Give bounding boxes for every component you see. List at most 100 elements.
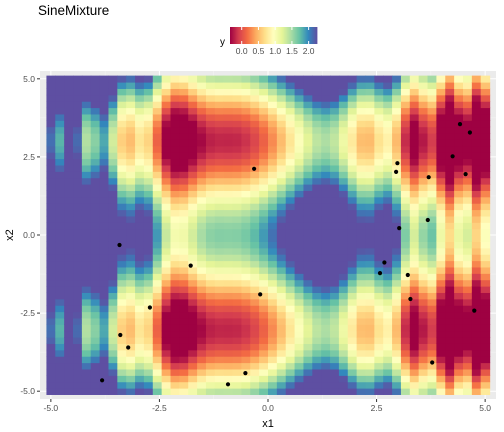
heat-tile: [241, 273, 251, 281]
heat-tile: [108, 228, 118, 236]
heat-tile: [471, 94, 482, 102]
heat-tile: [383, 113, 393, 121]
heat-tile: [436, 362, 446, 370]
heat-tile: [205, 349, 216, 357]
heat-tile: [126, 286, 136, 293]
heat-tile: [330, 273, 340, 281]
heat-tile: [312, 311, 322, 319]
heat-tile: [143, 126, 154, 134]
heat-tile: [81, 113, 92, 121]
heat-tile: [436, 254, 446, 262]
heat-tile: [64, 273, 74, 281]
heat-tile: [99, 126, 110, 134]
heat-tile: [365, 133, 375, 140]
legend-swatch: [253, 27, 256, 44]
heat-tile: [179, 356, 189, 364]
heat-tile: [108, 222, 118, 230]
heat-tile: [152, 337, 163, 344]
heat-tile: [73, 356, 83, 364]
heat-tile: [462, 107, 473, 115]
heat-tile: [454, 368, 464, 376]
heat-tile: [46, 107, 56, 115]
heat-tile: [480, 133, 491, 140]
heat-tile: [294, 273, 305, 281]
heat-tile: [400, 215, 411, 223]
heat-tile: [338, 209, 349, 217]
heat-tile: [73, 324, 83, 332]
heat-tile: [268, 362, 278, 370]
heat-tile: [170, 113, 180, 121]
heat-tile: [454, 235, 464, 242]
heat-tile: [179, 247, 189, 255]
legend-tick-label: 0.0: [236, 46, 248, 56]
heat-tile: [152, 388, 163, 395]
heat-tile: [268, 273, 278, 281]
heat-tile: [276, 273, 287, 281]
heat-tile: [108, 375, 118, 383]
heat-tile: [409, 375, 420, 383]
heat-tile: [276, 196, 287, 204]
heat-tile: [445, 254, 455, 262]
heat-tile: [99, 164, 110, 172]
heat-tile: [268, 356, 278, 364]
heat-tile: [205, 82, 216, 89]
heat-tile: [321, 133, 331, 140]
heat-tile: [170, 101, 180, 109]
heat-tile: [276, 75, 287, 83]
heat-tile: [46, 330, 56, 338]
heat-tile: [259, 94, 269, 102]
heat-tile: [135, 241, 145, 249]
legend: y 0.0 0.5 1.0 1.5 2.0: [220, 27, 318, 56]
heat-tile: [73, 203, 83, 211]
heat-tile: [312, 381, 322, 389]
heat-tile: [347, 317, 358, 325]
heat-tile: [347, 82, 358, 89]
legend-swatch: [262, 27, 265, 44]
heat-tile: [170, 177, 180, 185]
heat-tile: [135, 145, 145, 153]
heat-tile: [294, 228, 305, 236]
heat-tile: [268, 196, 278, 204]
heat-tile: [64, 203, 74, 211]
heat-tile: [214, 228, 225, 236]
heat-tile: [356, 305, 367, 313]
heat-tile: [400, 292, 411, 300]
heat-tile: [170, 158, 180, 166]
heat-tile: [347, 158, 358, 166]
heat-tile: [64, 254, 74, 262]
heat-tile: [81, 235, 92, 242]
heat-tile: [117, 120, 127, 128]
y-tick-label: -2.5: [20, 308, 35, 318]
heat-tile: [436, 241, 446, 249]
heat-tile: [188, 273, 198, 281]
heat-tile: [383, 305, 393, 313]
heat-tile: [205, 190, 216, 198]
heat-tile: [46, 88, 56, 96]
data-point: [118, 332, 123, 338]
heat-tile: [170, 120, 180, 128]
heat-tile: [312, 292, 322, 300]
heat-tile: [135, 107, 145, 115]
heat-tile: [321, 171, 331, 179]
heat-tile: [214, 203, 225, 211]
heat-tile: [365, 177, 375, 185]
heat-tile: [321, 177, 331, 185]
heat-tile: [205, 228, 216, 236]
heat-tile: [294, 298, 305, 306]
heat-tile: [409, 368, 420, 376]
heat-tile: [285, 139, 296, 147]
heat-tile: [73, 381, 83, 389]
legend-swatch: [264, 27, 267, 44]
heat-tile: [427, 343, 437, 351]
legend-swatch: [238, 27, 241, 44]
heat-tile: [152, 101, 163, 109]
heat-tile: [108, 368, 118, 376]
heat-tile: [179, 196, 189, 204]
heat-tile: [436, 222, 446, 230]
legend-swatch: [311, 27, 314, 44]
heat-tile: [241, 126, 251, 134]
heat-tile: [73, 311, 83, 319]
heat-tile: [214, 82, 225, 89]
heat-tile: [400, 82, 411, 89]
heat-tile: [223, 94, 234, 102]
